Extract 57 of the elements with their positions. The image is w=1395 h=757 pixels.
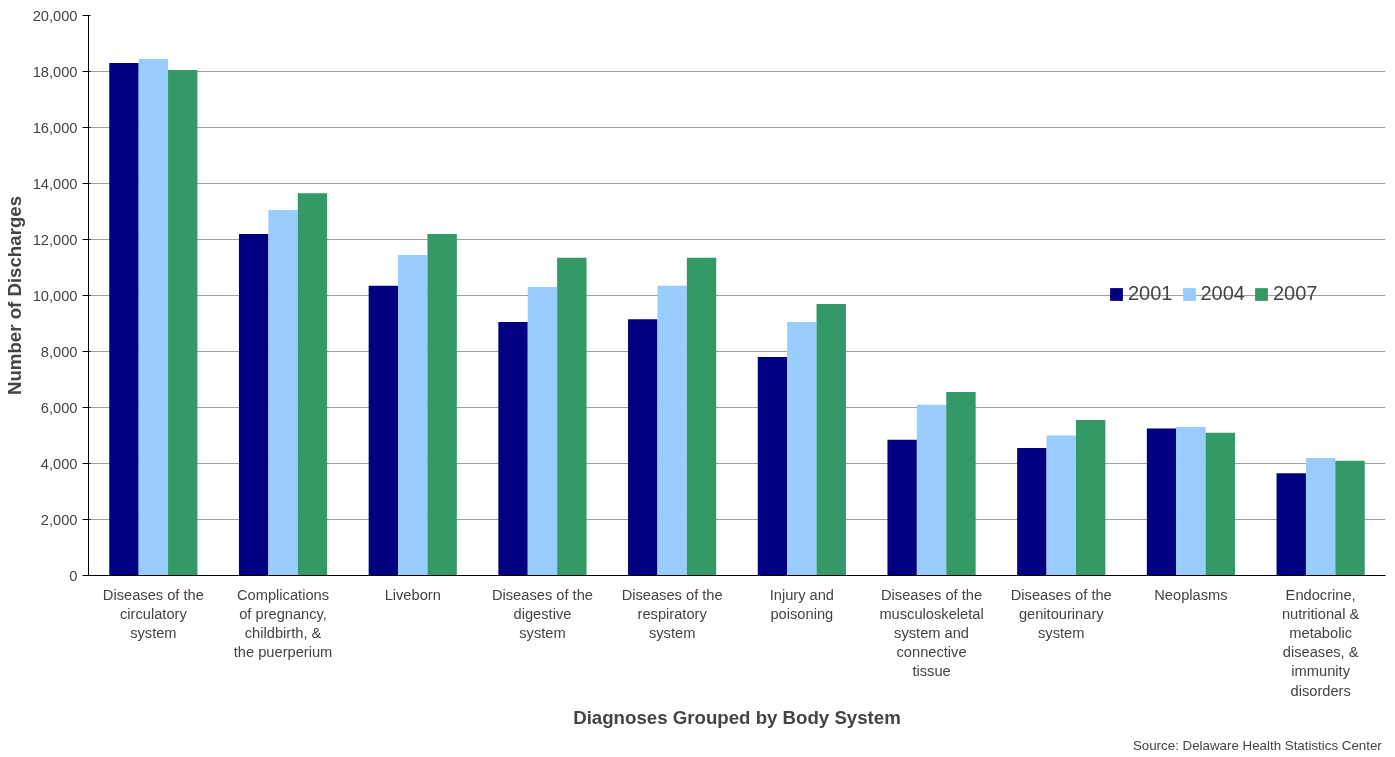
bar [109,63,139,576]
x-tick-label: Diseases of the digestive system [491,586,593,641]
bar [916,404,947,576]
y-tick-label: 0 [69,567,78,584]
y-tick-label: 18,000 [32,63,78,80]
y-tick-label: 10,000 [32,287,78,304]
y-tick-label: 6,000 [40,399,78,416]
x-tick-label: Diseases of the genitourinary system [1010,586,1112,641]
bar [887,439,917,576]
bar [1335,460,1365,576]
y-tick-label: 20,000 [32,7,78,24]
bar [1146,428,1177,576]
bar [787,322,817,576]
y-tick-label: 2,000 [40,511,78,528]
bar [268,210,298,576]
y-axis-title: Number of Discharges [3,195,25,396]
bar [1205,432,1236,576]
legend-label: 2004 [1200,282,1245,305]
y-tick-label: 4,000 [40,455,78,472]
y-tick-label: 14,000 [32,175,78,192]
x-tick-label: Diseases of the circulatory system [102,586,204,641]
legend-label: 2001 [1128,282,1173,305]
bar [527,287,558,576]
bar [946,392,976,576]
bar [1305,457,1336,576]
source-note: Source: Delaware Health Statistics Center [1132,737,1383,753]
bar [168,70,198,576]
x-tick-label: Diseases of the musculoskeletal system and connective tissue [879,586,984,680]
y-tick-label: 16,000 [32,119,78,136]
x-tick-label: Complications of pregnancy, childbirth, & the puerperium [233,586,333,661]
bar [557,257,587,576]
bar [628,319,658,576]
x-tick-label: Injury and poisoning [769,586,835,622]
x-tick-label: Neoplasms [1154,586,1228,603]
bar [1017,448,1047,576]
y-tick-label: 12,000 [32,231,78,248]
x-axis-title: Diagnoses Grouped by Body System [573,706,901,728]
y-tick-label: 8,000 [40,343,78,360]
legend-label: 2007 [1273,282,1318,305]
bar [297,193,328,576]
bar [1276,473,1306,576]
bar [238,233,269,576]
bar [1075,420,1106,576]
bar [686,257,717,576]
bar [498,322,528,576]
bar [427,233,457,576]
bar [757,357,788,576]
bar [138,58,169,576]
bar [816,303,846,576]
x-tick-label: Endocrine, nutritional & metabolic diseases, & immunity disorders [1281,586,1360,699]
bar [368,285,399,576]
x-tick-label: Liveborn [384,586,441,603]
x-tick-label: Diseases of the respiratory system [621,586,723,641]
bar [1176,427,1206,576]
bar [398,254,428,576]
bar [657,285,687,576]
bar [1046,435,1076,576]
